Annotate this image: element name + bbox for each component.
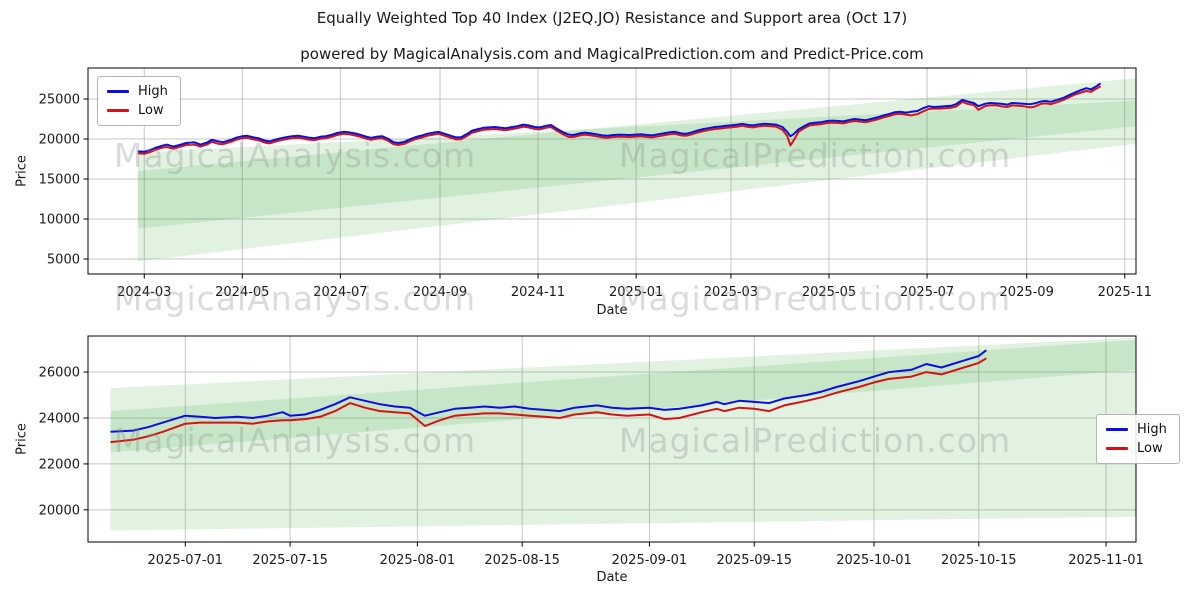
svg-text:26000: 26000 [39, 366, 80, 381]
low-line [110, 357, 987, 444]
legend-entry-high: High [107, 82, 168, 101]
svg-text:24000: 24000 [39, 411, 80, 426]
svg-text:2025-09-01: 2025-09-01 [612, 553, 688, 568]
svg-text:2025-10-15: 2025-10-15 [941, 553, 1017, 568]
recent-detail-chart-plot: 2025-07-01 2025-07-15 2025-08-01 2025-08-15… [39, 335, 1144, 568]
svg-text:2024-11: 2024-11 [511, 285, 565, 300]
svg-text:2025-08-15: 2025-08-15 [484, 553, 560, 568]
overview-chart-plot: 2024-03 2024-05 2024-07 2024-09 2024-11 2025-… [39, 67, 1152, 301]
svg-text:2025-01: 2025-01 [609, 285, 663, 300]
high-line-swatch [1106, 428, 1128, 431]
axis-ticks: 2024-03 2024-05 2024-07 2024-09 2024-11 2025-… [39, 93, 1152, 301]
overview-y-axis-label: Price [14, 155, 30, 187]
legend-label-high: High [1137, 422, 1167, 437]
svg-text:2024-03: 2024-03 [117, 285, 171, 300]
svg-text:2024-07: 2024-07 [313, 285, 367, 300]
svg-text:5000: 5000 [47, 253, 80, 268]
svg-text:2025-09-15: 2025-09-15 [716, 553, 792, 568]
detail-y-axis-label: Price [14, 423, 30, 455]
svg-text:20000: 20000 [39, 133, 80, 148]
low-line-swatch [1106, 447, 1128, 450]
legend-entry-high: High [1106, 420, 1167, 439]
svg-text:2025-10-01: 2025-10-01 [836, 553, 912, 568]
grid [88, 336, 1136, 542]
legend-label-high: High [138, 84, 168, 99]
svg-text:2025-07-15: 2025-07-15 [252, 553, 328, 568]
svg-text:15000: 15000 [39, 173, 80, 188]
support-resistance-bands [137, 78, 1137, 262]
support-resistance-bands [110, 337, 1136, 531]
detail-legend: High Low [1096, 414, 1180, 464]
svg-text:22000: 22000 [39, 457, 80, 472]
svg-text:2024-09: 2024-09 [413, 285, 467, 300]
legend-entry-low: Low [1106, 439, 1167, 458]
svg-text:2025-07-01: 2025-07-01 [148, 553, 224, 568]
svg-text:2025-03: 2025-03 [704, 285, 758, 300]
svg-text:20000: 20000 [39, 503, 80, 518]
low-line [137, 85, 1102, 155]
overview-legend: High Low [97, 76, 181, 126]
high-line-swatch [107, 90, 129, 93]
svg-text:2025-07: 2025-07 [900, 285, 954, 300]
chart-subtitle: powered by MagicalAnalysis.com and Magic… [300, 45, 924, 63]
high-line [137, 82, 1102, 153]
grid [88, 68, 1136, 274]
plot-border [87, 67, 1137, 275]
axis-ticks: 2025-07-01 2025-07-15 2025-08-01 2025-08-15… [39, 366, 1144, 568]
svg-text:2025-11-01: 2025-11-01 [1068, 553, 1144, 568]
legend-entry-low: Low [107, 101, 168, 120]
detail-x-axis-label: Date [596, 570, 628, 585]
high-line [110, 349, 987, 433]
overview-x-axis-label: Date [596, 303, 628, 318]
low-line-swatch [107, 109, 129, 112]
svg-text:2024-05: 2024-05 [215, 285, 269, 300]
svg-text:2025-05: 2025-05 [802, 285, 856, 300]
svg-text:2025-11: 2025-11 [1098, 285, 1152, 300]
svg-text:2025-08-01: 2025-08-01 [380, 553, 456, 568]
svg-text:25000: 25000 [39, 93, 80, 108]
chart-title: Equally Weighted Top 40 Index (J2EQ.JO) … [316, 9, 908, 27]
svg-text:10000: 10000 [39, 213, 80, 228]
svg-text:2025-09: 2025-09 [1000, 285, 1054, 300]
legend-label-low: Low [138, 103, 164, 118]
legend-label-low: Low [1137, 441, 1163, 456]
